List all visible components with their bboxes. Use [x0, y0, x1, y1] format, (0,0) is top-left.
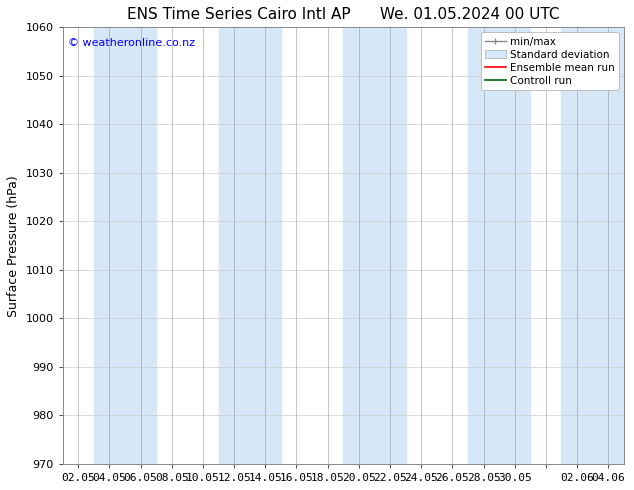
Bar: [94, 27, 125, 464]
Legend: min/max, Standard deviation, Ensemble mean run, Controll run: min/max, Standard deviation, Ensemble me…: [481, 32, 619, 90]
Bar: [375, 27, 406, 464]
Bar: [219, 27, 250, 464]
Bar: [499, 27, 530, 464]
Title: ENS Time Series Cairo Intl AP      We. 01.05.2024 00 UTC: ENS Time Series Cairo Intl AP We. 01.05.…: [127, 7, 559, 22]
Bar: [250, 27, 281, 464]
Y-axis label: Surface Pressure (hPa): Surface Pressure (hPa): [7, 175, 20, 317]
Bar: [468, 27, 499, 464]
Bar: [125, 27, 156, 464]
Text: © weatheronline.co.nz: © weatheronline.co.nz: [68, 38, 195, 48]
Bar: [562, 27, 593, 464]
Bar: [343, 27, 375, 464]
Bar: [593, 27, 624, 464]
